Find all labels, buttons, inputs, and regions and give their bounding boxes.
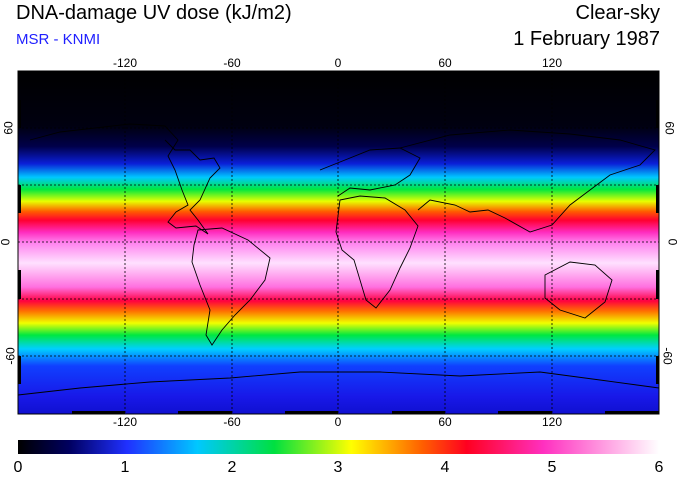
colorbar-label: 5	[547, 459, 557, 476]
colorbar-label: 2	[227, 459, 237, 476]
colorbar-label: 4	[440, 459, 450, 476]
colorbar-label: 0	[13, 459, 23, 476]
lon-tick-bottom: -120	[112, 415, 138, 429]
lat-tick-left: 0	[0, 239, 12, 246]
frame-scale-bars	[18, 71, 659, 414]
australia-outline	[544, 261, 613, 319]
europe-outline	[319, 147, 421, 197]
north-america-outline	[29, 123, 221, 235]
dose-field	[18, 71, 659, 414]
lon-tick-top: 0	[334, 56, 342, 70]
lon-tick-bottom: -60	[223, 415, 241, 429]
lat-tick-right: 0	[666, 239, 678, 246]
graticule	[18, 71, 659, 414]
colorbar	[18, 440, 659, 454]
lat-tick-left: 60	[1, 121, 16, 135]
lon-tick-top: -60	[223, 56, 241, 70]
map-date: 1 February 1987	[513, 28, 660, 50]
colorbar-label: 3	[333, 459, 343, 476]
map-title: DNA-damage UV dose (kJ/m2)	[16, 2, 292, 24]
continent-outlines	[17, 123, 660, 396]
lon-tick-bottom: 0	[334, 415, 342, 429]
asia-outline	[399, 129, 656, 233]
colorbar-label: 6	[654, 459, 664, 476]
lon-tick-bottom: 60	[438, 415, 452, 429]
lat-tick-left: -60	[3, 347, 18, 365]
lat-tick-right: 60	[662, 121, 677, 135]
colorbar-label: 1	[120, 459, 130, 476]
sky-condition: Clear-sky	[575, 2, 660, 24]
lat-tick-right: -60	[660, 347, 675, 365]
map-frame	[17, 70, 660, 415]
lon-tick-top: 120	[541, 56, 563, 70]
south-america-outline	[191, 227, 271, 346]
lon-tick-top: 60	[438, 56, 452, 70]
antarctica-outline	[17, 371, 660, 396]
africa-outline	[335, 195, 419, 309]
data-source: MSR - KNMI	[16, 31, 101, 48]
lon-tick-top: -120	[112, 56, 138, 70]
lon-tick-bottom: 120	[541, 415, 563, 429]
